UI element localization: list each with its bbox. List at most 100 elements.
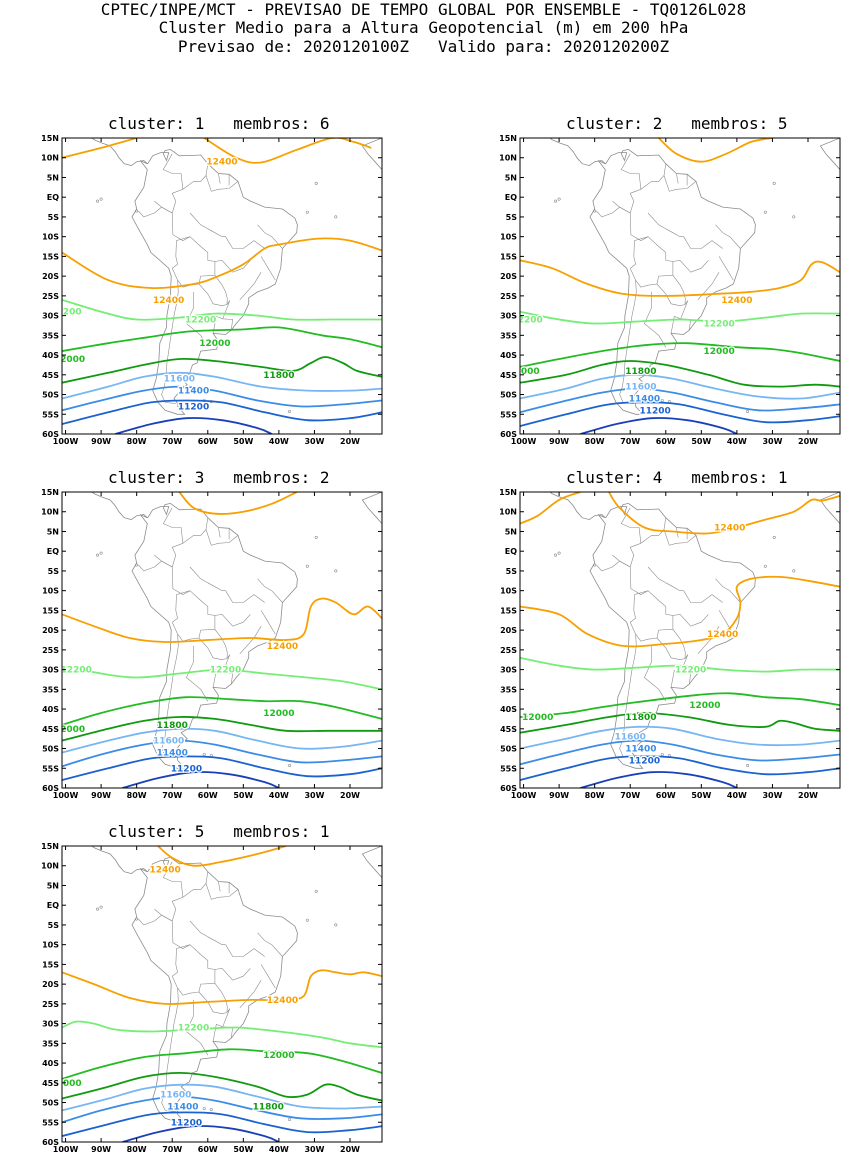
contour-label: 11400 [625, 745, 656, 755]
contour-label: 12400 [267, 996, 298, 1006]
central-america-coastline [91, 138, 148, 167]
panel-2-title: cluster: 2 membros: 5 [566, 114, 788, 133]
lon-tick-label: 80W [585, 437, 605, 446]
island [792, 215, 796, 219]
lat-tick-label: 35S [500, 685, 517, 694]
lon-tick-label: 30W [762, 437, 782, 446]
island [334, 569, 338, 573]
contour-label: 12400 [206, 158, 237, 168]
island [135, 563, 139, 567]
lon-tick-label: 70W [162, 791, 182, 800]
contour-label: 11400 [629, 394, 660, 404]
country-border [225, 236, 265, 249]
lat-tick-label: 30S [500, 666, 517, 675]
island [593, 563, 597, 567]
contour-12400 [658, 138, 773, 163]
lat-tick-label: 30S [500, 312, 517, 321]
contour-11600 [520, 373, 840, 400]
contour-11600 [520, 725, 840, 750]
lon-tick-label: 50W [233, 437, 253, 446]
contour-11800 [62, 1071, 382, 1102]
country-border [222, 1008, 231, 1027]
lat-tick-label: 15N [499, 134, 517, 143]
lon-tick-label: 30W [762, 791, 782, 800]
lat-tick-label: 55S [500, 764, 517, 773]
lat-tick-label: 25S [42, 646, 59, 655]
lat-tick-label: 15S [500, 606, 517, 615]
map-frame [519, 137, 841, 435]
map-frame [61, 137, 383, 435]
country-border [683, 236, 723, 249]
country-border [596, 560, 631, 572]
country-border [214, 259, 251, 273]
country-border [647, 212, 666, 230]
country-border [205, 175, 239, 192]
country-border [619, 280, 637, 404]
lon-tick-label: 20W [340, 1145, 360, 1154]
country-border [715, 224, 741, 249]
contour-12400 [520, 575, 840, 648]
island [593, 209, 597, 213]
country-border [715, 578, 741, 603]
contour-label: 12200 [675, 666, 706, 676]
contour-label: 2200 [57, 308, 82, 318]
country-border [680, 654, 689, 673]
lat-tick-label: 50S [500, 391, 517, 400]
contour-label: 11600 [625, 383, 656, 393]
country-border [239, 980, 262, 1009]
island [96, 553, 100, 557]
country-border [225, 590, 265, 603]
contour-11600 [62, 371, 382, 400]
country-border [644, 291, 667, 348]
island [305, 564, 309, 568]
lat-tick-label: 20S [42, 980, 59, 989]
lon-tick-label: 70W [162, 1145, 182, 1154]
lat-tick-label: EQ [47, 547, 59, 556]
country-border [222, 654, 231, 673]
lat-tick-label: 50S [42, 745, 59, 754]
country-border [198, 275, 228, 307]
south-america-coastline [131, 856, 298, 1123]
lon-tick-label: 70W [162, 437, 182, 446]
lat-tick-label: 10S [42, 233, 59, 242]
island [554, 199, 558, 203]
contour-11800 [520, 360, 840, 388]
contour-12400 [520, 259, 840, 297]
lat-tick-label: 30S [42, 1020, 59, 1029]
country-border [620, 507, 642, 568]
contour-label: 11200 [629, 756, 660, 766]
country-border [154, 200, 191, 241]
panel-1-title: cluster: 1 membros: 6 [108, 114, 330, 133]
contour-label: 12000 [703, 347, 734, 357]
contour-12200 [62, 298, 382, 321]
map-content: 12400 12400 2200 12200 12000 2000 11800 11600 11… [57, 138, 382, 434]
lon-tick-label: 100W [53, 1145, 79, 1154]
lat-tick-label: 10N [499, 508, 517, 517]
island [96, 199, 100, 203]
country-border [162, 153, 184, 214]
contour-label: 11800 [263, 371, 294, 381]
contour-label: 12000 [199, 339, 230, 349]
lat-tick-label: 25S [500, 646, 517, 655]
lat-tick-label: 55S [42, 1118, 59, 1127]
contour-label: 2000 [60, 725, 85, 735]
lon-tick-label: 100W [53, 437, 79, 446]
island [288, 1118, 292, 1122]
lon-tick-label: 80W [585, 791, 605, 800]
africa-coastline [361, 492, 382, 528]
lon-tick-label: 70W [620, 437, 640, 446]
lat-tick-label: 45S [500, 371, 517, 380]
contour-label: 12000 [689, 701, 720, 711]
lon-tick-label: 40W [269, 791, 289, 800]
country-border [697, 626, 720, 655]
lat-tick-label: 40S [42, 351, 59, 360]
lat-tick-label: 50S [500, 745, 517, 754]
country-border [207, 936, 226, 945]
africa-coastline [361, 846, 382, 882]
contour-11200 [62, 399, 382, 425]
contour-12000 [520, 692, 840, 718]
lon-tick-label: 70W [620, 791, 640, 800]
country-border [182, 517, 209, 544]
country-border [670, 669, 692, 688]
central-america-coastline [91, 846, 148, 875]
